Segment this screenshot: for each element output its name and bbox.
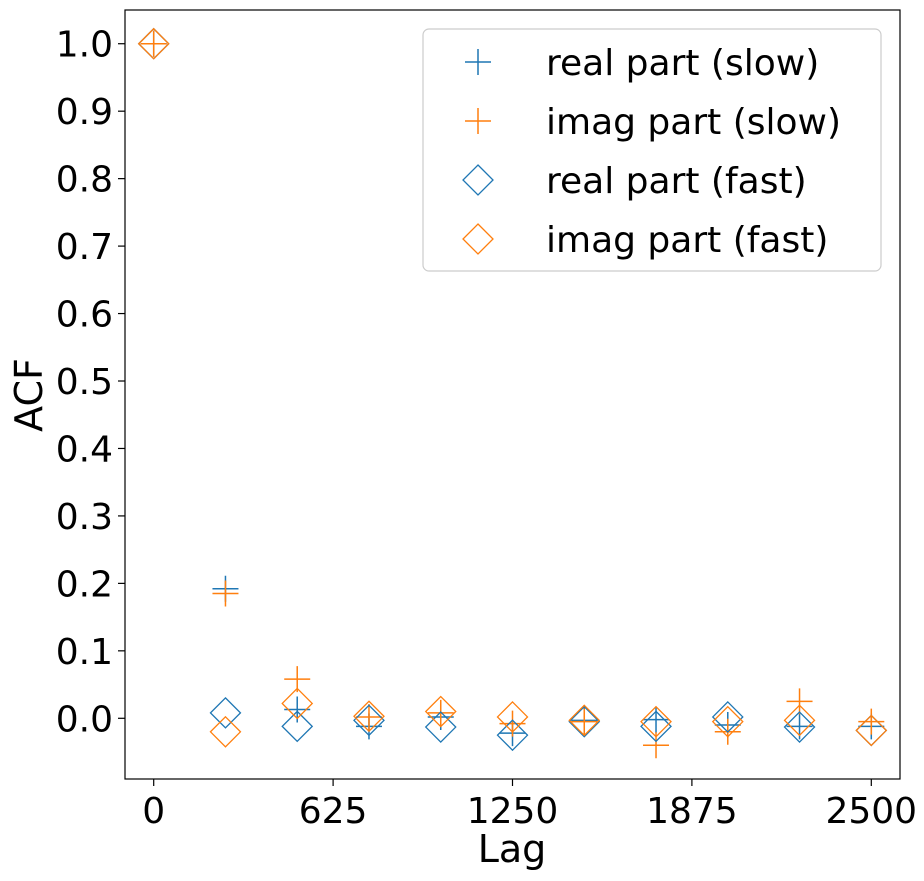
diamond-marker [209,715,242,748]
plus-marker [858,708,885,735]
x-tick-label: 1250 [467,791,559,832]
y-tick-label: 0.0 [56,699,113,740]
legend-label: real part (fast) [546,161,807,202]
y-tick-label: 0.4 [56,429,113,470]
series-4 [137,27,888,748]
y-tick-label: 0.8 [56,160,113,201]
legend-marker [465,49,491,75]
diamond-marker [855,714,888,747]
legend-box [422,28,882,272]
diamond-marker [711,701,744,733]
diamond-marker [640,705,672,738]
x-tick-label: 1875 [646,791,738,832]
data-points [137,27,888,759]
legend-marker [462,223,494,255]
y-tick-label: 0.9 [56,92,113,133]
diamond-marker [424,711,457,743]
diamond-marker [568,704,601,737]
y-tick-label: 1.0 [56,25,113,66]
diamond-marker [496,719,529,752]
plus-marker [140,30,167,57]
plus-marker [571,708,598,735]
x-tick-label: 0 [142,791,165,832]
x-tick-label: 2500 [825,791,917,832]
y-axis-ticks: 0.0 0.1 0.2 0.3 0.4 0.5 0.6 0.7 0.8 0.9 1.0 [56,25,125,740]
diamond-marker [424,695,457,728]
legend: real part (slow) imag part (slow) real par… [422,28,882,272]
y-tick-label: 0.6 [56,295,113,336]
diamond-marker [640,710,672,743]
y-tick-label: 0.7 [56,227,113,268]
plus-marker [786,688,813,715]
y-tick-label: 0.2 [56,564,113,605]
plus-marker [355,703,382,730]
legend-marker [462,164,494,196]
y-tick-label: 0.1 [56,632,113,673]
diamond-marker [137,27,170,60]
diamond-marker [711,705,744,738]
y-tick-label: 0.5 [56,362,113,403]
y-axis-label: ACF [7,358,51,432]
diamond-marker [353,704,385,737]
diamond-marker [353,700,385,733]
plus-marker [212,580,239,607]
diamond-marker [281,710,314,743]
x-axis-ticks: 0 625 1250 1875 2500 [142,779,917,832]
diamond-marker [568,705,601,738]
diamond-marker [209,696,242,729]
legend-label: imag part (fast) [546,220,828,261]
diamond-marker [496,701,529,733]
legend-marker [465,108,491,134]
diamond-marker [281,687,314,720]
diamond-marker [783,711,816,743]
legend-label: imag part (slow) [546,102,841,143]
legend-label: real part (slow) [546,43,819,84]
x-axis-label: Lag [478,827,547,871]
x-tick-label: 625 [299,791,368,832]
diamond-marker [783,704,816,737]
y-tick-label: 0.3 [56,497,113,538]
